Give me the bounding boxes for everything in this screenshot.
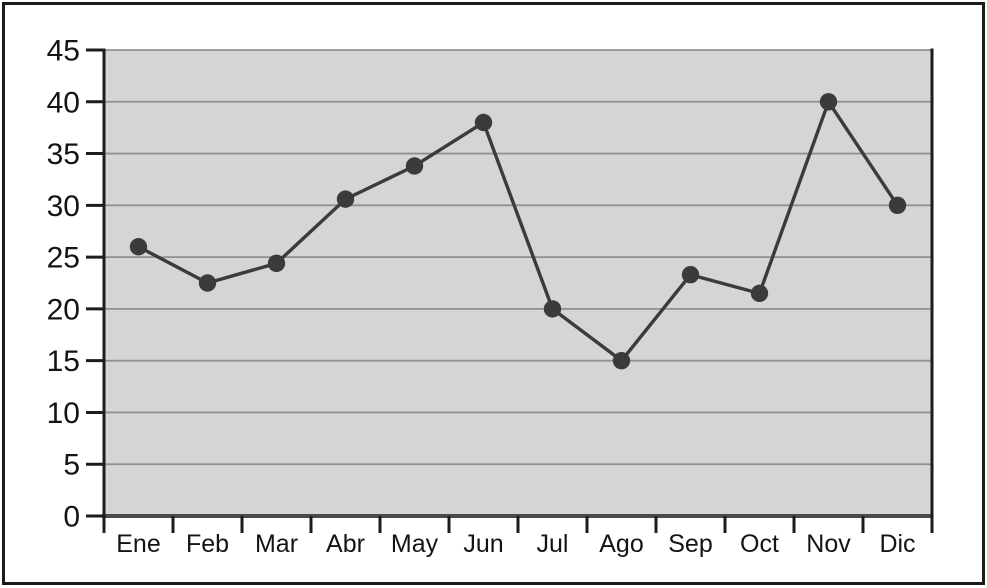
x-axis-label: Sep [668,530,712,558]
y-axis-label: 45 [47,35,80,68]
x-axis-label: Mar [255,530,298,558]
x-axis-label: Abr [326,530,365,558]
x-axis-label: May [391,530,439,558]
y-axis-label: 15 [47,345,80,378]
y-axis-label: 20 [47,293,80,326]
data-point-marker [819,93,838,111]
data-point-marker [198,274,217,292]
data-point-marker [543,300,562,318]
x-axis-label: Dic [879,530,915,558]
data-point-marker [681,266,700,284]
y-axis-label: 30 [47,190,80,223]
y-axis-label: 10 [47,397,80,430]
x-axis-label: Jul [537,530,569,558]
x-axis-label: Feb [186,530,229,558]
x-axis-label: Nov [806,530,851,558]
data-point-marker [129,238,148,256]
data-point-marker [888,196,907,215]
y-axis-label: 25 [47,242,80,275]
data-point-marker [405,157,424,175]
data-point-marker [474,113,493,132]
data-point-marker [267,254,286,273]
y-axis-label: 0 [63,501,80,534]
y-axis-label: 5 [63,449,80,482]
data-point-marker [612,351,631,370]
x-axis-label: Oct [740,530,779,558]
y-axis-label: 35 [47,138,80,171]
y-axis-label: 40 [47,86,80,119]
plot-area [104,50,932,516]
data-line [136,100,900,363]
x-axis-label: Ene [116,530,160,558]
data-point-marker [336,190,355,208]
x-axis-label: Ago [599,530,643,558]
data-point-marker [750,284,769,303]
x-axis-label: Jun [463,530,503,558]
